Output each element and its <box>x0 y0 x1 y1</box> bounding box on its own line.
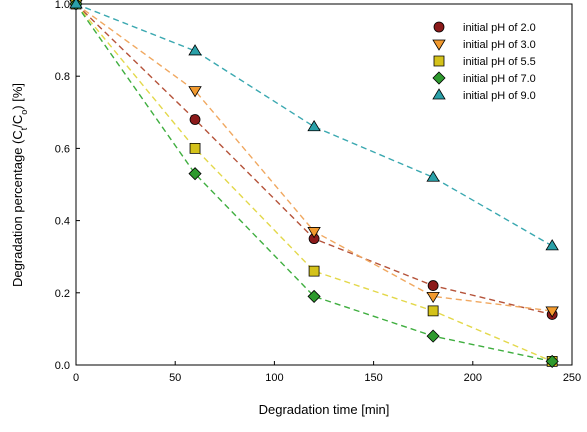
x-axis-label: Degradation time [min] <box>259 402 390 417</box>
x-tick-label: 150 <box>364 372 382 384</box>
series-line <box>75 3 553 363</box>
data-point <box>426 170 440 182</box>
legend-label: initial pH of 7.0 <box>463 73 536 85</box>
series-4 <box>69 0 559 368</box>
y-tick-label: 0.8 <box>55 71 70 83</box>
legend-label: initial pH of 3.0 <box>463 39 536 51</box>
legend-label: initial pH of 2.0 <box>463 22 536 34</box>
data-point <box>69 0 83 9</box>
data-point <box>545 354 559 368</box>
data-point <box>545 306 559 318</box>
legend-item: initial pH of 5.5 <box>433 55 536 68</box>
data-point <box>426 292 440 304</box>
x-tick-label: 250 <box>563 372 581 384</box>
data-point <box>189 114 201 125</box>
x-tick-label: 200 <box>464 372 482 384</box>
y-tick-label: 0.6 <box>55 143 70 155</box>
x-tick-label: 50 <box>169 372 181 384</box>
y-tick-label: 0.0 <box>55 360 70 372</box>
data-point <box>307 119 321 132</box>
legend-label: initial pH of 5.5 <box>463 56 536 68</box>
data-point <box>427 305 439 317</box>
x-tick-label: 100 <box>265 372 283 384</box>
legend-label: initial pH of 9.0 <box>463 90 536 102</box>
x-tick-label: 0 <box>73 372 79 384</box>
data-point <box>427 280 439 291</box>
data-point <box>308 265 320 277</box>
data-point <box>188 44 202 56</box>
legend: initial pH of 2.0 initial pH of 3.0 initia… <box>432 21 536 102</box>
y-tick-label: 0.4 <box>55 216 70 228</box>
legend-item: initial pH of 2.0 <box>433 21 536 34</box>
data-point <box>307 227 321 239</box>
legend-marker <box>432 71 446 85</box>
legend-item: initial pH of 3.0 <box>432 39 536 51</box>
y-axis-label: Degradation percentage (Ct/Co) [%] <box>10 83 29 287</box>
legend-marker <box>433 55 445 67</box>
series-line <box>75 3 553 363</box>
y-tick-label: 0.2 <box>55 288 70 300</box>
data-point <box>188 86 202 98</box>
legend-item: initial pH of 7.0 <box>432 71 536 85</box>
data-point <box>307 289 321 303</box>
series-5 <box>69 0 559 251</box>
data-point <box>188 167 202 181</box>
legend-item: initial pH of 9.0 <box>432 88 536 102</box>
y-axis: 0.0 0.2 0.4 0.6 0.8 1.0 <box>55 0 80 372</box>
series-line <box>75 3 553 247</box>
legend-marker <box>433 21 445 33</box>
y-tick-label: 1.0 <box>55 0 70 11</box>
data-point <box>426 329 440 343</box>
series-layer <box>69 0 559 368</box>
x-axis: 0 50 100 150 200 250 <box>73 361 581 384</box>
data-point <box>189 142 201 154</box>
data-point <box>545 239 559 251</box>
legend-marker <box>432 88 446 100</box>
legend-marker <box>432 39 446 51</box>
